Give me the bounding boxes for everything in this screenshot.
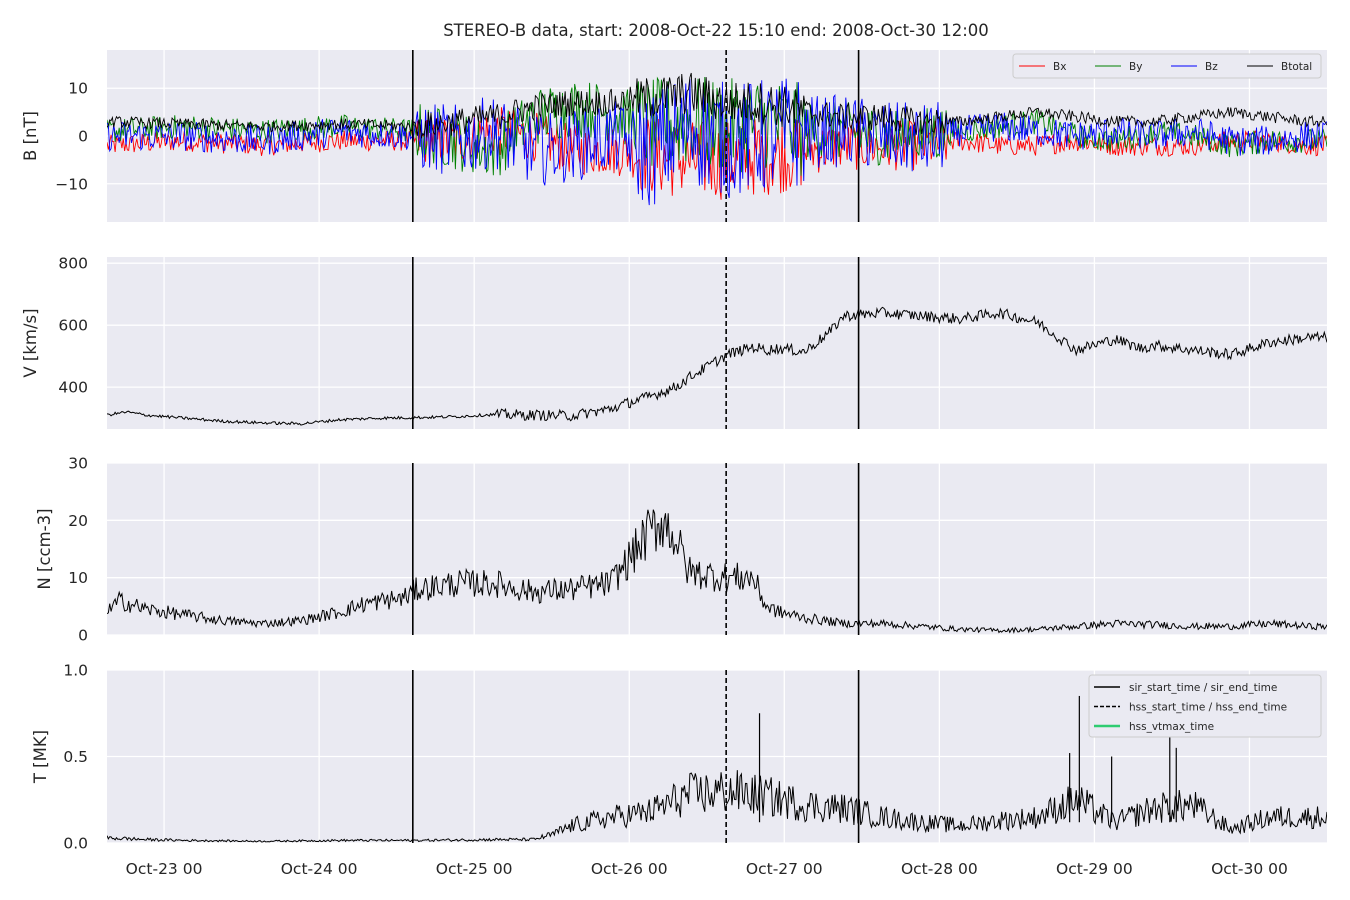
x-tick-label: Oct-30 00 bbox=[1211, 860, 1288, 878]
y-tick-label: 0 bbox=[78, 627, 88, 645]
panel-N: 0 10 20 30 N [ccm-3] bbox=[35, 455, 1327, 645]
x-tick-label: Oct-23 00 bbox=[126, 860, 203, 878]
x-tick-label: Oct-26 00 bbox=[591, 860, 668, 878]
legend-label-hss-start-time: hss_start_time / hss_end_time bbox=[1129, 702, 1287, 714]
y-tick-label: 0.0 bbox=[63, 835, 88, 853]
series-by-line bbox=[107, 76, 1327, 176]
y-tick-label: 400 bbox=[58, 379, 88, 397]
y-tick-label: 0.5 bbox=[63, 748, 88, 766]
series-group bbox=[107, 509, 1327, 635]
y-axis-label: B [nT] bbox=[21, 111, 40, 161]
plot-area bbox=[107, 257, 1327, 429]
legend-label-sir-start-time: sir_start_time / sir_end_time bbox=[1129, 682, 1277, 694]
legend-label-hss-vtmax-time: hss_vtmax_time bbox=[1129, 721, 1214, 733]
y-tick-label: 600 bbox=[58, 317, 88, 335]
chart-title: STEREO-B data, start: 2008-Oct-22 15:10 … bbox=[443, 21, 989, 40]
y-tick-label: −10 bbox=[55, 175, 88, 193]
legend-label-btotal: Btotal bbox=[1281, 61, 1312, 73]
y-tick-label: 30 bbox=[68, 455, 88, 473]
series-group bbox=[107, 306, 1327, 426]
x-tick-label: Oct-28 00 bbox=[901, 860, 978, 878]
series-group bbox=[107, 72, 1327, 206]
y-axis-label: V [km/s] bbox=[21, 308, 40, 377]
y-tick-label: 10 bbox=[68, 80, 88, 98]
series-n-line bbox=[107, 509, 1327, 635]
series-t-line bbox=[107, 770, 1327, 843]
legend-box bbox=[1012, 53, 1322, 79]
x-tick-label: Oct-27 00 bbox=[746, 860, 823, 878]
legend-label-by: By bbox=[1129, 61, 1142, 73]
t-legend: sir_start_time / sir_end_time hss_start_t… bbox=[1088, 674, 1322, 738]
series-btotal-line bbox=[107, 72, 1327, 139]
b-legend: Bx By Bz Btotal bbox=[1012, 53, 1322, 79]
plot-area bbox=[107, 463, 1327, 635]
panel-T: 0.0 0.5 1.0 T [MK] sir_start_time / sir_end_… bbox=[31, 662, 1327, 853]
y-tick-label: 1.0 bbox=[63, 662, 88, 680]
y-tick-label: 20 bbox=[68, 512, 88, 530]
panel-V: 400 600 800 V [km/s] bbox=[21, 255, 1327, 429]
series-bx-line bbox=[107, 107, 1327, 200]
x-tick-label: Oct-25 00 bbox=[436, 860, 513, 878]
y-tick-label: 800 bbox=[58, 255, 88, 273]
legend-label-bx: Bx bbox=[1053, 61, 1066, 73]
legend-box bbox=[1088, 674, 1322, 738]
series-bz-line bbox=[107, 78, 1327, 206]
y-tick-label: 0 bbox=[78, 128, 88, 146]
x-tick-label: Oct-24 00 bbox=[281, 860, 358, 878]
legend-label-bz: Bz bbox=[1205, 61, 1218, 73]
y-tick-label: 10 bbox=[68, 569, 88, 587]
y-axis-label: N [ccm-3] bbox=[35, 508, 54, 589]
x-tick-label: Oct-29 00 bbox=[1056, 860, 1133, 878]
panel-B: −10 0 10 B [nT] Bx By Bz Btotal bbox=[21, 50, 1327, 222]
y-axis-label: T [MK] bbox=[31, 730, 50, 784]
series-v-line bbox=[107, 306, 1327, 426]
